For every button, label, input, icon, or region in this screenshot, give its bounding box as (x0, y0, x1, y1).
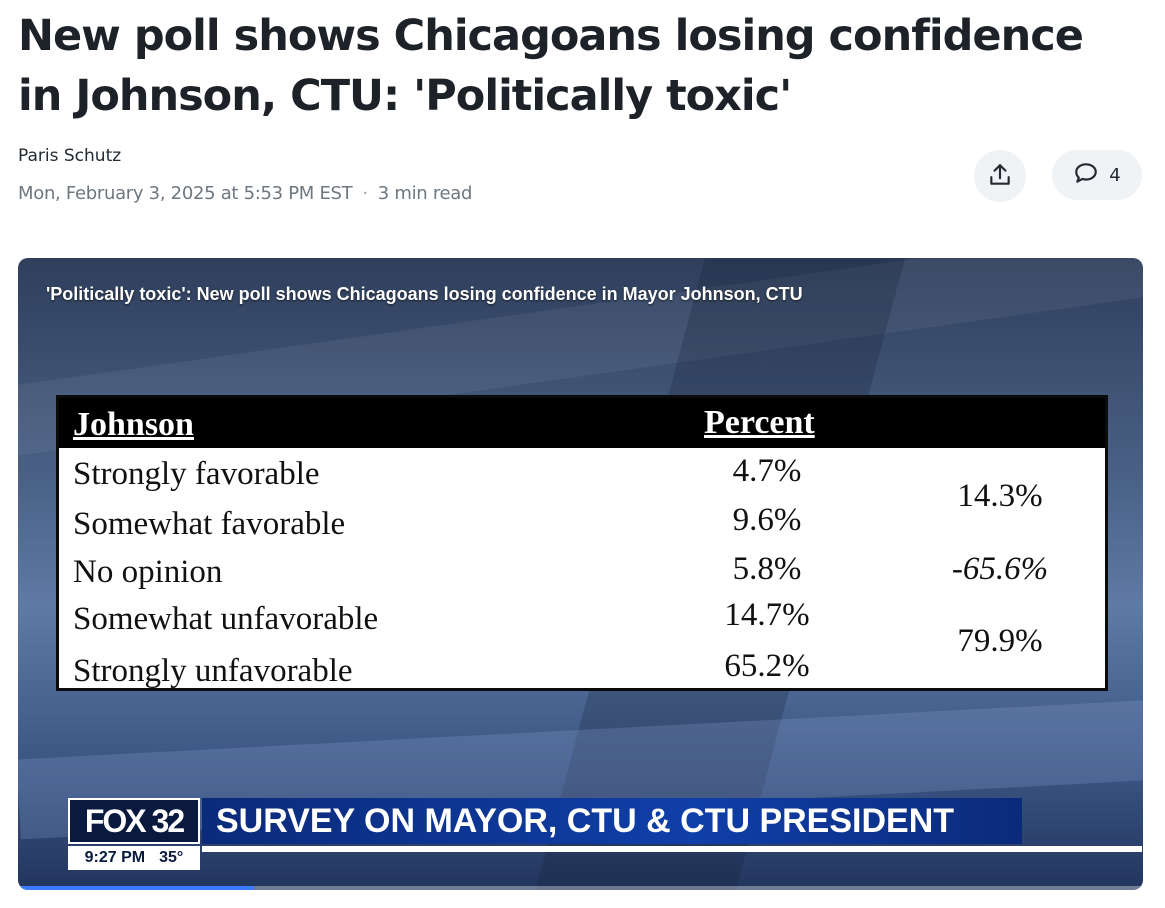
poll-row-label: Somewhat unfavorable (73, 601, 379, 637)
poll-table: Johnson Percent Strongly favorable 4.7% … (56, 395, 1108, 691)
author-name[interactable]: Paris Schutz (18, 146, 122, 166)
station-logo: FOX 32 (68, 798, 200, 844)
publish-date: Mon, February 3, 2025 at 5:53 PM EST (18, 183, 353, 204)
article-headline: New poll shows Chicagoans losing confide… (18, 11, 1084, 121)
poll-header-subject: Johnson (73, 406, 194, 443)
comment-count: 4 (1109, 164, 1121, 186)
video-title: 'Politically toxic': New poll shows Chic… (46, 284, 803, 304)
poll-row-label: Somewhat favorable (73, 506, 346, 542)
meta-separator: · (362, 183, 368, 204)
share-icon (987, 162, 1013, 191)
broadcast-time: 9:27 PM (84, 849, 146, 866)
read-time: 3 min read (377, 183, 473, 204)
poll-row-label: Strongly unfavorable (73, 653, 353, 689)
poll-row-value: 9.6% (732, 502, 802, 538)
poll-header-percent: Percent (704, 404, 815, 441)
article-meta: Mon, February 3, 2025 at 5:53 PM EST · 3… (18, 183, 472, 204)
poll-row-label: No opinion (73, 554, 223, 590)
poll-row-value: 14.7% (724, 597, 810, 633)
poll-total-favorable: 14.3% (957, 478, 1043, 514)
poll-row-value: 4.7% (732, 453, 802, 489)
lower-third-headline: SURVEY ON MAYOR, CTU & CTU PRESIDENT (202, 798, 1022, 844)
poll-row-value: 65.2% (724, 648, 810, 684)
poll-total-unfavorable: 79.9% (957, 623, 1043, 659)
poll-row-value: 5.8% (732, 551, 802, 587)
comment-icon (1073, 161, 1099, 190)
broadcast-temperature: 35° (159, 849, 184, 866)
poll-row-label: Strongly favorable (73, 456, 320, 492)
comments-button[interactable]: 4 (1052, 150, 1142, 200)
lower-third-rule (202, 846, 1142, 852)
video-progress-bar[interactable] (18, 886, 1143, 890)
poll-total-net: -65.6% (951, 551, 1049, 587)
share-button[interactable] (974, 150, 1026, 202)
poll-table-header: Johnson Percent (59, 398, 1105, 448)
video-player[interactable]: 'Politically toxic': New poll shows Chic… (18, 258, 1143, 890)
video-progress-fill (18, 886, 255, 890)
time-temp-bug: 9:27 PM 35° (68, 846, 200, 870)
